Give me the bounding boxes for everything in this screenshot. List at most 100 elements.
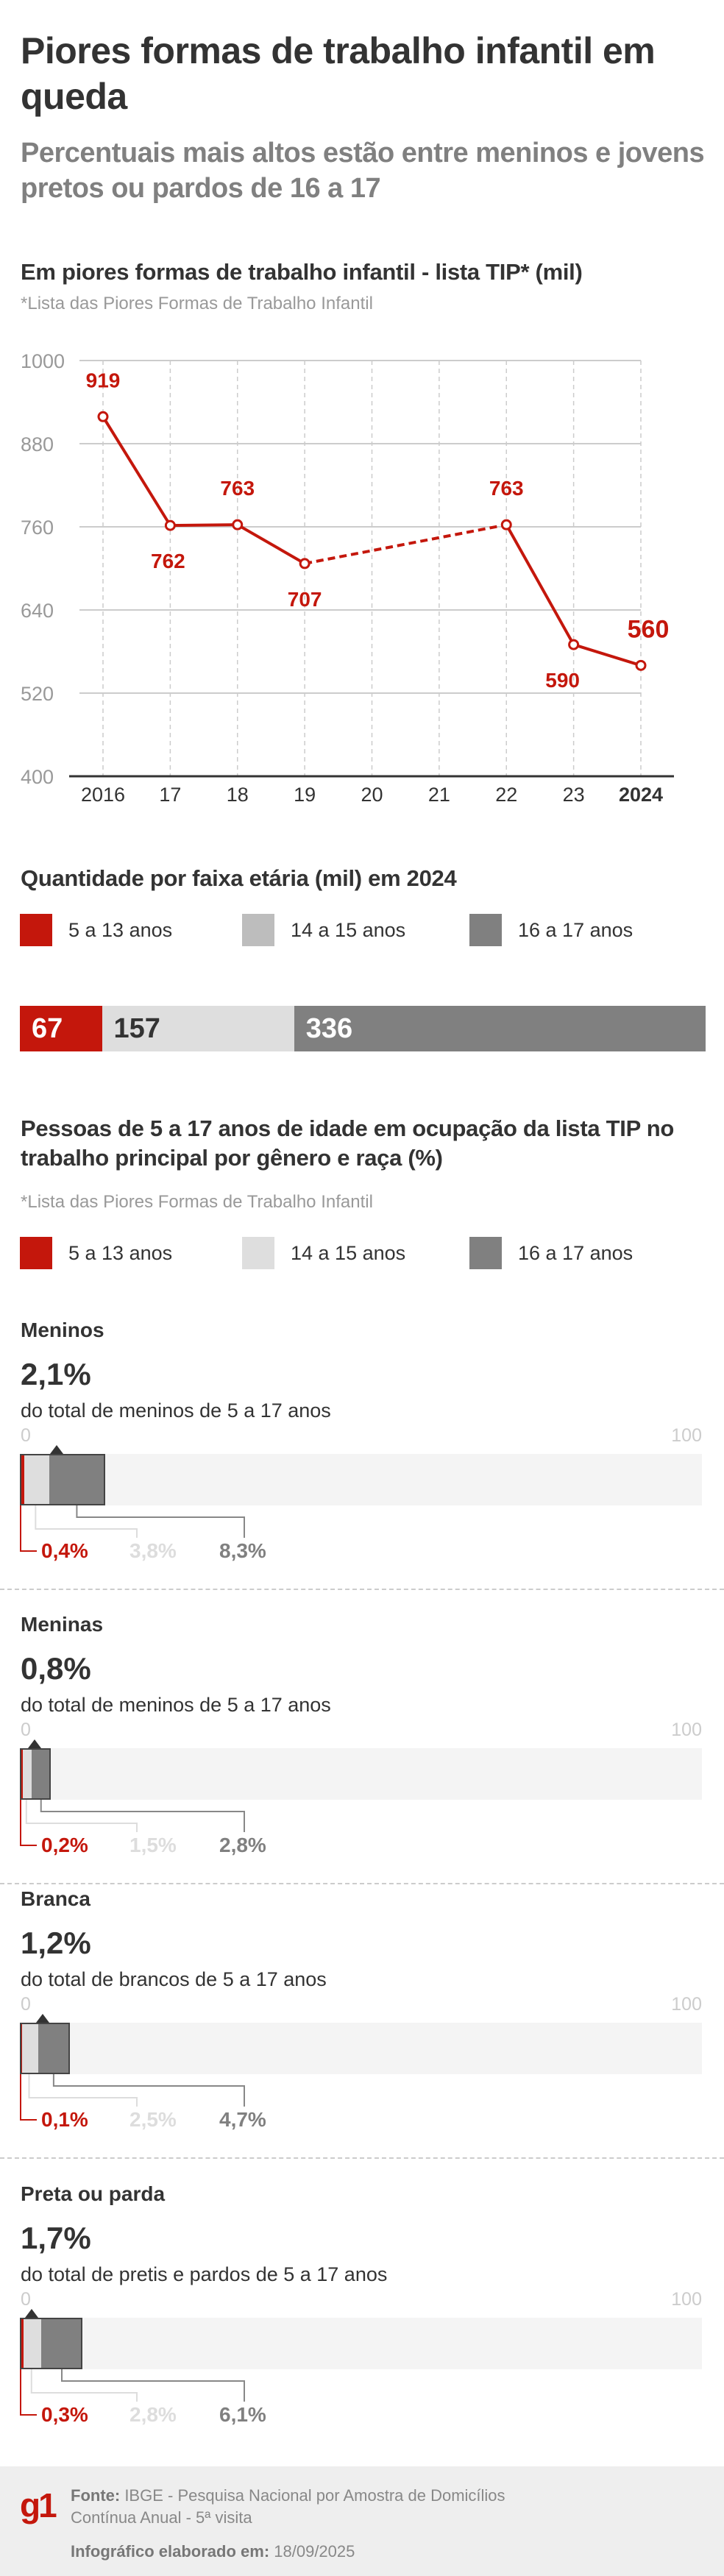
data-point <box>164 519 176 531</box>
y-tick-label: 520 <box>21 683 54 705</box>
scale-max: 100 <box>671 1425 702 1446</box>
y-tick-label: 1000 <box>21 350 65 372</box>
made-label: Infográfico elaborado em: <box>71 2542 270 2561</box>
line-chart: 1000 880 760 640 520 400 2016 17 18 19 20 21 22 23 202… <box>21 350 674 806</box>
data-label: 763 <box>489 477 524 500</box>
scale-min: 0 <box>21 1720 31 1740</box>
connector-line <box>28 2074 138 2107</box>
legend-swatch-light <box>242 914 274 946</box>
bar-segment <box>21 2319 24 2368</box>
data-label: 919 <box>86 369 121 391</box>
y-tick-label: 880 <box>21 433 54 455</box>
page-title: Piores formas de trabalho infantil em qu… <box>21 30 656 117</box>
y-tick-label: 400 <box>21 766 54 788</box>
group-separator <box>0 1883 724 1884</box>
data-point <box>500 519 512 531</box>
bar-segment <box>38 2024 68 2073</box>
made-date: 18/09/2025 <box>269 2542 355 2561</box>
series-line-segment <box>573 643 642 667</box>
stack-segment: 157 <box>102 1006 294 1051</box>
legend-label: 14 a 15 anos <box>291 1241 406 1264</box>
scale-max: 100 <box>671 1994 702 2015</box>
bar-segment <box>41 2319 82 2368</box>
marker-triangle-icon <box>25 2309 38 2318</box>
group-title: Preta ou parda <box>21 2182 166 2205</box>
legend-label: 16 a 17 anos <box>518 1241 634 1264</box>
legend-label: 14 a 15 anos <box>291 918 406 941</box>
legend-label: 5 a 13 anos <box>68 1241 173 1264</box>
connector-line <box>20 1800 37 1846</box>
connector-line <box>61 2369 245 2402</box>
group-separator <box>0 1589 724 1590</box>
label-connectors <box>20 2369 245 2416</box>
group-chart-title: Pessoas de 5 a 17 anos de idade em ocupa… <box>21 1115 674 1171</box>
connector-line <box>30 2369 138 2402</box>
x-tick-label: 18 <box>227 784 249 806</box>
line-chart-title: Em piores formas de trabalho infantil - … <box>21 259 583 285</box>
line-chart-note: *Lista das Piores Formas de Trabalho Inf… <box>21 294 373 313</box>
age-stacked-bar: 67 157 336 <box>20 1006 706 1051</box>
bar-segment <box>22 1750 32 1798</box>
footer: g1 Fonte: IBGE - Pesquisa Nacional por A… <box>0 2466 724 2576</box>
group-branca: Branca 1,2% do total de brancos de 5 a 1… <box>0 1887 724 2165</box>
data-point <box>299 558 310 570</box>
x-tick-label: 20 <box>361 784 383 806</box>
stacked-bar <box>20 2023 70 2074</box>
group-total: 0,8% <box>21 1651 91 1686</box>
legend-swatch-red <box>20 914 52 946</box>
segment-label: 2,5% <box>129 2108 177 2131</box>
group-chart-note: *Lista das Piores Formas de Trabalho Inf… <box>21 1192 373 1212</box>
connector-line <box>35 1505 138 1538</box>
source-line-1: Fonte: IBGE - Pesquisa Nacional por Amos… <box>71 2485 505 2506</box>
series-line-dashed-segment <box>304 523 507 565</box>
x-tick-label: 2024 <box>619 784 663 806</box>
series-line-segment <box>236 523 306 565</box>
connector-line <box>76 1505 245 1538</box>
bar-segment <box>21 2024 38 2073</box>
x-tick-label: 2016 <box>81 784 125 806</box>
group-title: Branca <box>21 1887 90 1910</box>
connector-line <box>20 2369 37 2416</box>
segment-label: 0,2% <box>41 1834 88 1856</box>
x-tick-label: 23 <box>563 784 585 806</box>
connector-line <box>25 1800 138 1832</box>
label-connectors <box>20 1505 245 1552</box>
bar-track <box>20 1748 702 1800</box>
legend-label: 5 a 13 anos <box>68 918 173 941</box>
group-preta-ou-parda: Preta ou parda 1,7% do total de pretis e… <box>0 2182 724 2460</box>
g1-logo: g1 <box>20 2486 57 2524</box>
segment-label: 3,8% <box>129 1539 177 1562</box>
stack-segment: 336 <box>294 1006 706 1051</box>
group-description: do total de brancos de 5 a 17 anos <box>21 1968 327 1990</box>
marker-triangle-icon <box>36 2014 49 2023</box>
legend-label: 16 a 17 anos <box>518 918 634 941</box>
scale-max: 100 <box>671 2289 702 2310</box>
page-subtitle: Percentuais mais altos estão entre menin… <box>21 138 705 204</box>
bar-segment <box>21 1750 23 1798</box>
made-date-line: Infográfico elaborado em: 18/09/2025 <box>71 2541 355 2562</box>
x-tick-label: 22 <box>495 784 517 806</box>
series-line-segment <box>505 524 575 646</box>
scale-max: 100 <box>671 1720 702 1740</box>
connector-line <box>40 1800 245 1832</box>
stacked-bar <box>20 2318 83 2369</box>
connector-line <box>20 1505 37 1552</box>
data-label: 560 <box>628 615 670 643</box>
legend-item-16-17: 16 a 17 anos <box>469 1237 633 1269</box>
legend-item-16-17: 16 a 17 anos <box>469 914 633 946</box>
series-line-segment <box>102 416 172 527</box>
legend-swatch-light <box>242 1237 274 1269</box>
segment-label: 0,4% <box>41 1539 88 1562</box>
data-label: 762 <box>151 550 185 572</box>
legend-item-14-15: 14 a 15 anos <box>242 1237 405 1269</box>
scale-min: 0 <box>21 1425 31 1446</box>
scale-min: 0 <box>21 1994 31 2015</box>
bar-segment <box>24 1455 49 1504</box>
label-connectors <box>20 2074 245 2121</box>
group-total: 2,1% <box>21 1357 91 1391</box>
group-separator <box>0 2157 724 2159</box>
x-tick-label: 19 <box>294 784 316 806</box>
data-label: 590 <box>545 669 580 692</box>
label-connectors <box>20 1800 245 1846</box>
data-point <box>97 411 109 422</box>
